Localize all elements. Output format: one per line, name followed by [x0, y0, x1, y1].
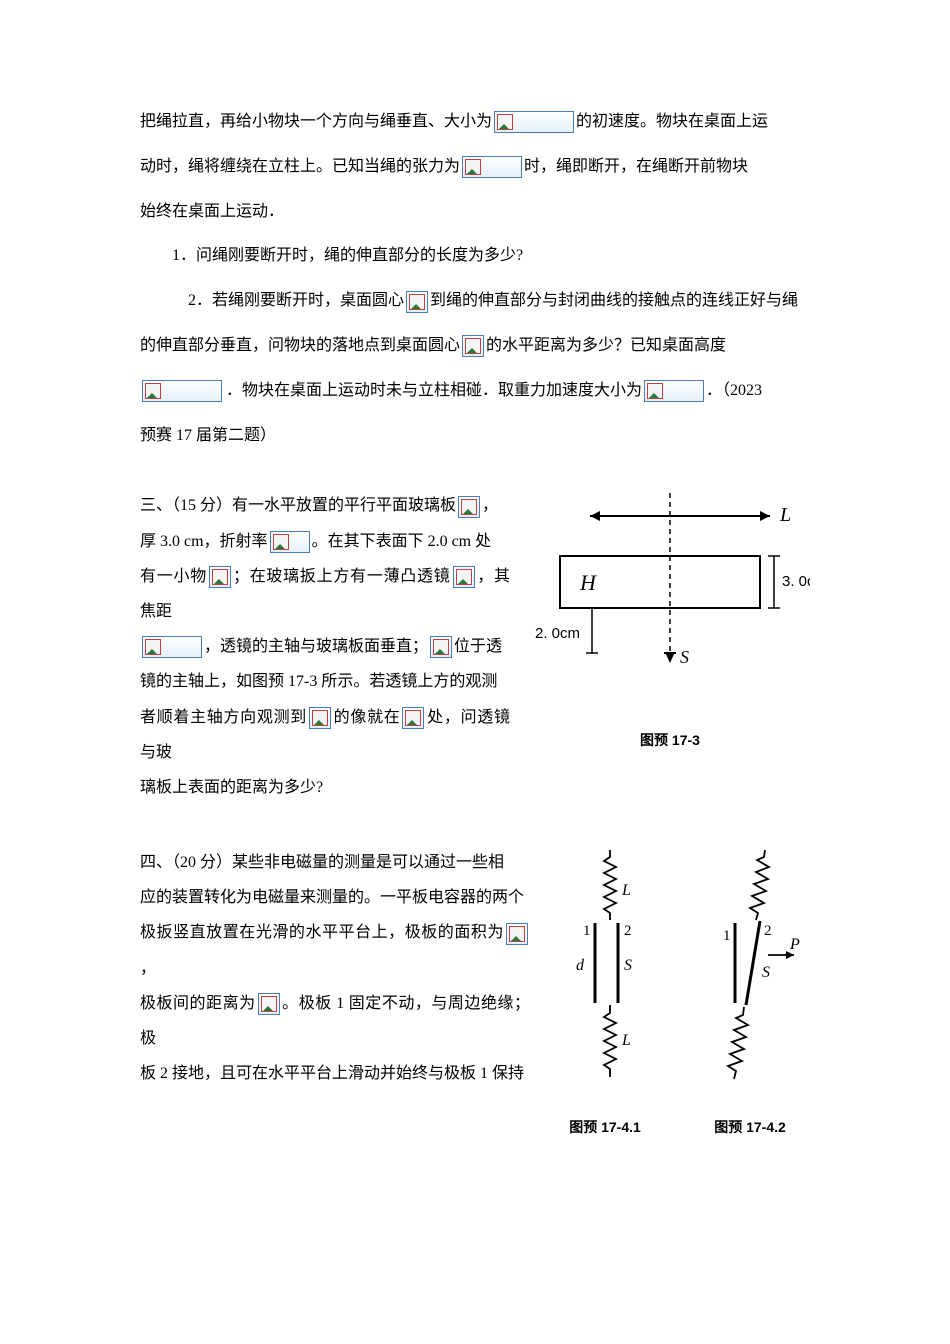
- text: 位于透: [454, 638, 502, 655]
- text: 1．问绳刚要断开时，绳的伸直部分的长度为多少?: [172, 247, 523, 264]
- question-2-line3: ．物块在桌面上运动时未与立柱相碰．取重力加速度大小为 ．（2023: [140, 369, 810, 414]
- text: 预赛 17 届第二题）: [140, 427, 276, 444]
- text: 的初速度。物块在桌面上运: [576, 113, 768, 130]
- text: 极板间的距离为: [140, 995, 256, 1012]
- svg-text:L: L: [621, 1032, 631, 1049]
- text: 应的装置转化为电磁量来测量的。一平板电容器的两个: [140, 889, 524, 906]
- text: 到绳的伸直部分与封闭曲线的接触点的连线正好与绳: [430, 292, 798, 309]
- paragraph-line: 镜的主轴上，如图预 17-3 所示。若透镜上方的观测: [140, 664, 510, 699]
- symbol-placeholder-icon: [453, 566, 475, 588]
- text: 把绳拉直，再给小物块一个方向与绳垂直、大小为: [140, 113, 492, 130]
- label-L: L: [779, 504, 791, 526]
- section-3-text: 三、（15 分）有一水平放置的平行平面玻璃板， 厚 3.0 cm，折射率 。在其下…: [140, 488, 510, 805]
- text: 板 2 接地，且可在水平平台上滑动并始终与极板 1 保持: [140, 1065, 524, 1082]
- paragraph-line: 板 2 接地，且可在水平平台上滑动并始终与极板 1 保持: [140, 1056, 530, 1091]
- text: ；在玻璃扳上方有一薄凸透镜: [233, 568, 451, 585]
- symbol-placeholder-icon: [309, 707, 331, 729]
- capacitor-diagram-2-icon: 1 2 P S: [690, 845, 810, 1085]
- text: 始终在桌面上运动．: [140, 203, 284, 220]
- text: 时，绳即断开，在绳断开前物块: [524, 158, 748, 175]
- question-2-line1: 2．若绳刚要断开时，桌面圆心 到绳的伸直部分与封闭曲线的接触点的连线正好与绳: [140, 279, 810, 324]
- paragraph-line: 者顺着主轴方向观测到的像就在处，问透镜与玻: [140, 700, 510, 770]
- text: 2．若绳刚要断开时，桌面圆心: [188, 292, 404, 309]
- text: 极扳竖直放置在光滑的水平平台上，极板的面积为: [140, 924, 504, 941]
- question-tail: 预赛 17 届第二题）: [140, 414, 810, 459]
- figure-17-3: L H 3. 0cm 2. 0cm S 图预 17-3: [530, 488, 810, 760]
- paragraph-line: ，透镜的主轴与玻璃板面垂直； 位于透: [140, 629, 510, 664]
- svg-text:P: P: [789, 936, 800, 953]
- paragraph-line: 三、（15 分）有一水平放置的平行平面玻璃板，: [140, 488, 510, 523]
- symbol-placeholder-icon: [406, 291, 428, 313]
- section-4: 四、（20 分）某些非电磁量的测量是可以通过一些相 应的装置转化为电磁量来测量的…: [140, 845, 810, 1147]
- text: 三、（15 分）有一水平放置的平行平面玻璃板: [140, 497, 456, 514]
- figure-17-4-2: 1 2 P S 图预 17-4.2: [690, 845, 810, 1147]
- text: ．物块在桌面上运动时未与立柱相碰．取重力加速度大小为: [226, 369, 642, 414]
- formula-placeholder-icon: [644, 380, 704, 402]
- paragraph-intro: 把绳拉直，再给小物块一个方向与绳垂直、大小为 的初速度。物块在桌面上运: [140, 100, 810, 145]
- question-2-line2: 的伸直部分垂直，问物块的落地点到桌面圆心 的水平距离为多少？已知桌面高度: [140, 324, 810, 369]
- paragraph-line: 璃板上表面的距离为多少?: [140, 770, 510, 805]
- figure-17-4-1: L 1 2 d S L 图预 17-4.1: [550, 845, 660, 1147]
- svg-text:2: 2: [764, 923, 772, 939]
- question-1: 1．问绳刚要断开时，绳的伸直部分的长度为多少?: [140, 234, 810, 279]
- figure-17-4: L 1 2 d S L 图预 17-4.1: [550, 845, 810, 1147]
- symbol-placeholder-icon: [258, 993, 280, 1015]
- text: ，透镜的主轴与玻璃板面垂直；: [204, 638, 428, 655]
- text: 璃板上表面的距离为多少?: [140, 779, 323, 796]
- formula-placeholder-icon: [494, 111, 574, 133]
- figure-caption: 图预 17-3: [530, 721, 810, 760]
- label-3cm: 3. 0cm: [782, 573, 810, 590]
- svg-text:2: 2: [624, 923, 632, 939]
- label-S: S: [680, 647, 689, 667]
- section-4-text: 四、（20 分）某些非电磁量的测量是可以通过一些相 应的装置转化为电磁量来测量的…: [140, 845, 530, 1091]
- text: 的水平距离为多少？已知桌面高度: [486, 337, 726, 354]
- capacitor-diagram-1-icon: L 1 2 d S L: [550, 845, 660, 1085]
- text: 厚 3.0 cm，折射率: [140, 533, 268, 550]
- paragraph-line: 极扳竖直放置在光滑的水平平台上，极板的面积为 ，: [140, 915, 530, 985]
- text: 的伸直部分垂直，问物块的落地点到桌面圆心: [140, 337, 460, 354]
- text: ．（2023: [706, 369, 762, 414]
- text: 。在其下表面下 2.0 cm 处: [312, 533, 492, 550]
- symbol-placeholder-icon: [209, 566, 231, 588]
- formula-placeholder-icon: [142, 636, 202, 658]
- text: 者顺着主轴方向观测到: [140, 709, 307, 726]
- formula-placeholder-icon: [270, 531, 310, 553]
- svg-text:S: S: [762, 964, 770, 981]
- optics-diagram-icon: L H 3. 0cm 2. 0cm S: [530, 488, 810, 698]
- formula-placeholder-icon: [462, 156, 522, 178]
- figure-caption: 图预 17-4.2: [690, 1108, 810, 1147]
- symbol-placeholder-icon: [462, 335, 484, 357]
- text: 动时，绳将缠绕在立柱上。已知当绳的张力为: [140, 158, 460, 175]
- section-3: 三、（15 分）有一水平放置的平行平面玻璃板， 厚 3.0 cm，折射率 。在其下…: [140, 488, 810, 805]
- svg-text:1: 1: [723, 928, 731, 944]
- symbol-placeholder-icon: [506, 923, 528, 945]
- svg-text:L: L: [621, 882, 631, 899]
- svg-text:1: 1: [583, 923, 591, 939]
- label-H: H: [579, 570, 597, 595]
- svg-text:S: S: [624, 957, 632, 974]
- paragraph-line: 应的装置转化为电磁量来测量的。一平板电容器的两个: [140, 880, 530, 915]
- symbol-placeholder-icon: [430, 636, 452, 658]
- paragraph-line: 有一小物；在玻璃扳上方有一薄凸透镜，其焦距: [140, 559, 510, 629]
- symbol-placeholder-icon: [458, 496, 480, 518]
- text: 四、（20 分）某些非电磁量的测量是可以通过一些相: [140, 854, 504, 871]
- figure-caption: 图预 17-4.1: [550, 1108, 660, 1147]
- paragraph-line: 始终在桌面上运动．: [140, 190, 810, 235]
- formula-placeholder-icon: [142, 380, 222, 402]
- paragraph-line: 厚 3.0 cm，折射率 。在其下表面下 2.0 cm 处: [140, 524, 510, 559]
- text: 有一小物: [140, 568, 207, 585]
- text: 镜的主轴上，如图预 17-3 所示。若透镜上方的观测: [140, 673, 497, 690]
- symbol-placeholder-icon: [402, 707, 424, 729]
- label-2cm: 2. 0cm: [535, 625, 580, 642]
- document-body: 把绳拉直，再给小物块一个方向与绳垂直、大小为 的初速度。物块在桌面上运 动时，绳将…: [140, 100, 810, 1147]
- paragraph-line: 四、（20 分）某些非电磁量的测量是可以通过一些相: [140, 845, 530, 880]
- svg-text:d: d: [576, 957, 585, 974]
- text: 的像就在: [333, 709, 401, 726]
- paragraph-line: 动时，绳将缠绕在立柱上。已知当绳的张力为 时，绳即断开，在绳断开前物块: [140, 145, 810, 190]
- text: ，: [140, 960, 156, 977]
- paragraph-line: 极板间的距离为。极板 1 固定不动，与周边绝缘；极: [140, 986, 530, 1056]
